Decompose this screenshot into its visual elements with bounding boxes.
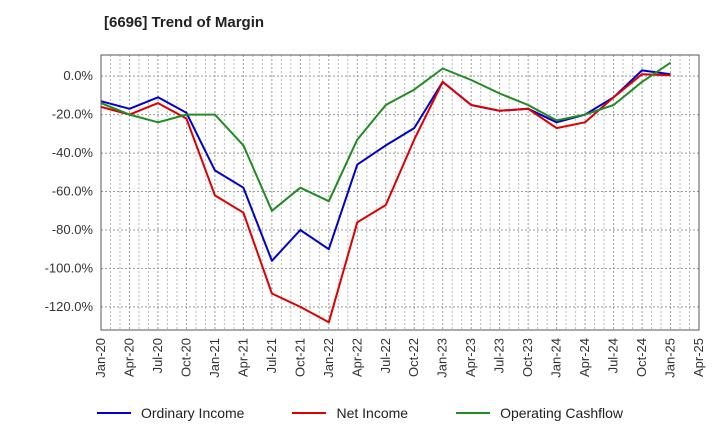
x-tick-label: Apr-23: [463, 338, 478, 377]
x-tick-label: Apr-24: [577, 338, 592, 377]
chart-title: [6696] Trend of Margin: [104, 14, 265, 31]
x-tick-label: Jan-25: [663, 338, 678, 378]
x-tick-label: Jan-21: [207, 338, 222, 378]
x-tick-label: Jul-24: [606, 338, 621, 373]
legend-swatch-net-income: [292, 412, 327, 414]
x-tick-label: Jul-21: [264, 338, 279, 373]
x-tick-label: Jan-20: [93, 338, 108, 378]
legend-swatch-ordinary-income: [96, 412, 131, 414]
legend-swatch-operating-cashflow: [456, 412, 491, 414]
y-tick-label: -60.0%: [52, 184, 94, 199]
x-tick-label: Apr-21: [235, 338, 250, 377]
x-tick-label: Jul-22: [378, 338, 393, 373]
y-tick-label: -20.0%: [52, 107, 94, 122]
x-tick-label: Oct-21: [292, 338, 307, 377]
x-tick-label: Apr-25: [691, 338, 706, 377]
legend-item-ordinary-income: Ordinary Income: [96, 405, 245, 421]
legend-label-operating-cashflow: Operating Cashflow: [500, 405, 624, 421]
grid-lines: [100, 55, 700, 330]
x-tick-label: Oct-20: [178, 338, 193, 377]
x-tick-label: Jan-23: [435, 338, 450, 378]
x-tick-labels: Jan-20 Apr-20 Jul-20 Oct-20 Jan-21 Apr-21 Jul-…: [93, 338, 706, 378]
line-chart: 0.0% -20.0% -40.0% -60.0% -80.0% -100.0% -120.…: [45, 54, 706, 378]
y-tick-label: -80.0%: [52, 222, 94, 237]
y-tick-label: -120.0%: [45, 299, 94, 314]
plot-frame: [100, 54, 700, 331]
x-tick-label: Apr-22: [349, 338, 364, 377]
x-tick-label: Oct-24: [634, 338, 649, 377]
series-line-operating-cashflow: [100, 61, 672, 212]
legend-item-operating-cashflow: Operating Cashflow: [456, 405, 623, 421]
legend: Ordinary Income Net Income Operating Cas…: [0, 405, 720, 421]
x-tick-label: Jul-20: [150, 338, 165, 373]
y-tick-labels: 0.0% -20.0% -40.0% -60.0% -80.0% -100.0% -120.…: [45, 68, 94, 314]
x-tick-label: Jan-24: [549, 338, 564, 378]
legend-item-net-income: Net Income: [292, 405, 408, 421]
legend-label-net-income: Net Income: [336, 405, 409, 421]
x-tick-label: Oct-23: [520, 338, 535, 377]
series-lines: [100, 61, 672, 324]
y-tick-label: -100.0%: [45, 260, 94, 275]
x-tick-label: Apr-20: [121, 338, 136, 377]
y-tick-label: 0.0%: [63, 68, 93, 83]
series-line-net-income: [100, 73, 671, 324]
y-tick-label: -40.0%: [52, 145, 94, 160]
x-tick-label: Jul-23: [492, 338, 507, 373]
x-tick-label: Jan-22: [321, 338, 336, 378]
legend-label-ordinary-income: Ordinary Income: [140, 405, 245, 421]
x-tick-label: Oct-22: [406, 338, 421, 377]
